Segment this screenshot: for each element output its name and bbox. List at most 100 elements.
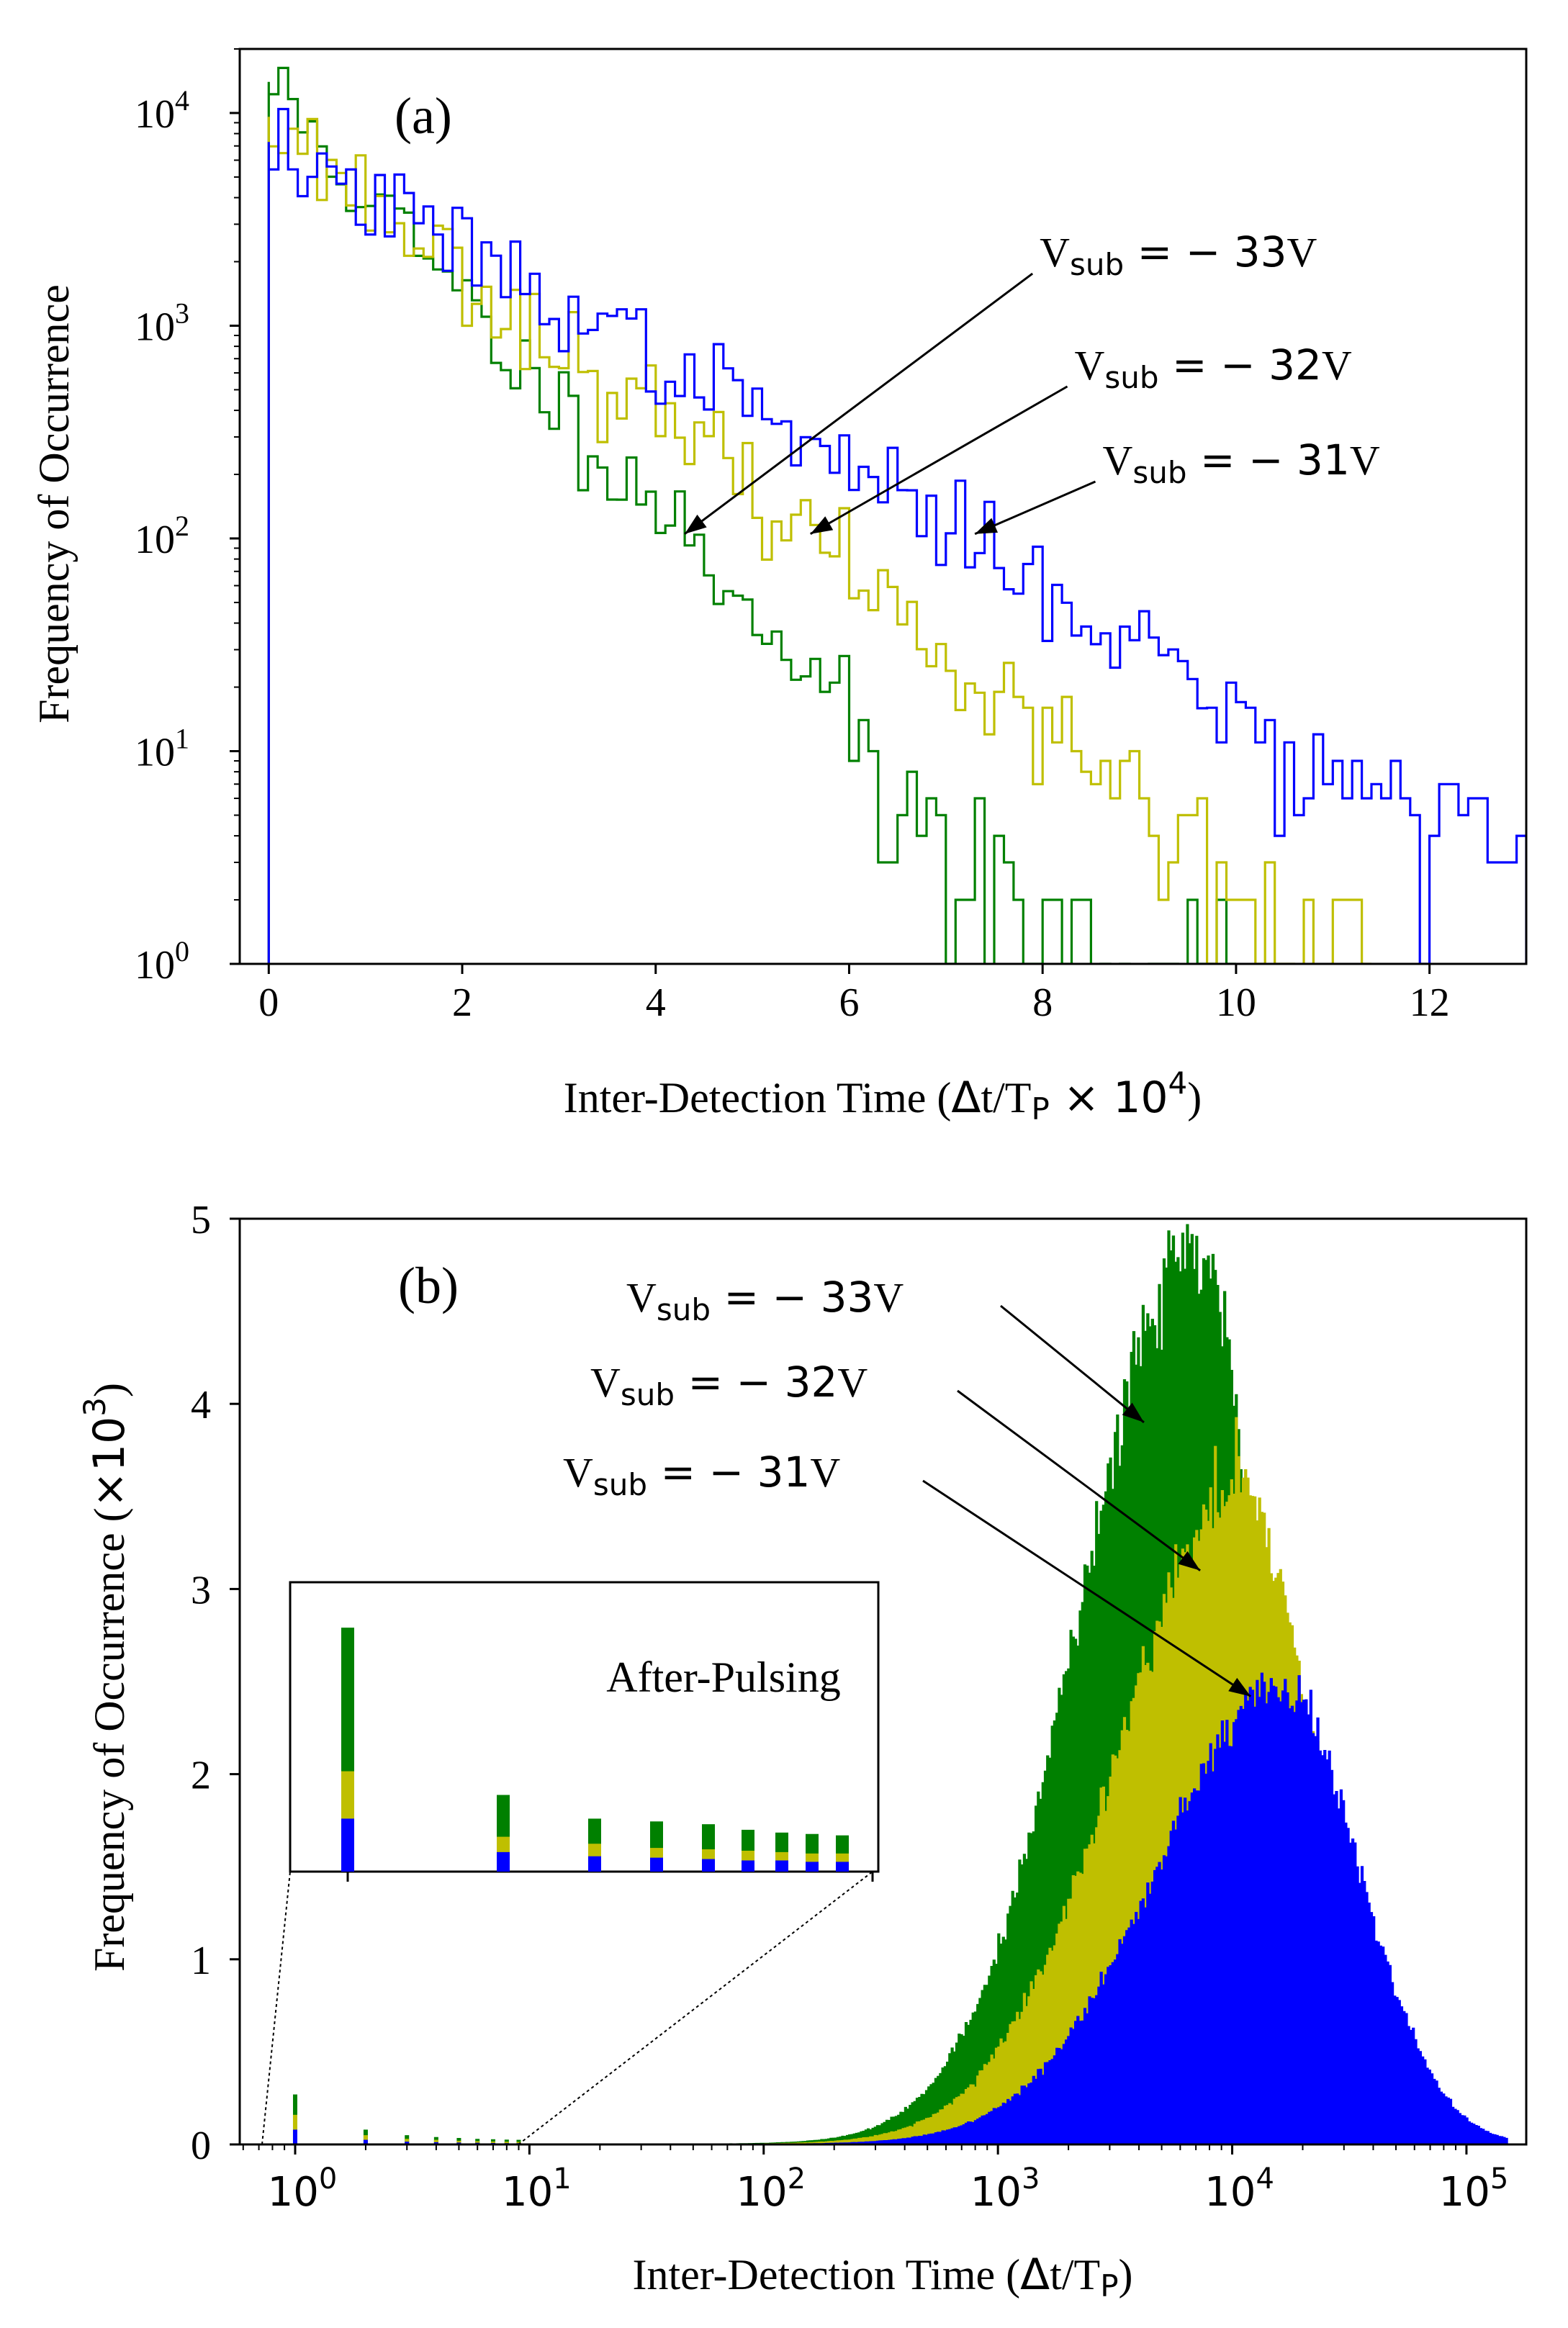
- panel-b-ylabel-times: ×10: [84, 1417, 135, 1508]
- panel-b-annotation-1-eq: = − 32: [675, 1358, 837, 1407]
- panel-b-ylabel-sup: 3: [77, 1397, 112, 1417]
- panel-b-annotation-1-base: V: [590, 1359, 621, 1406]
- panel-a-annotation-0: Vsub = − 33V: [1040, 227, 1317, 282]
- panel-a-ytick-label-3-exp: 3: [175, 297, 189, 329]
- panel-a-xlabel-t: t/T: [981, 1074, 1031, 1122]
- panel-b-xtick-label-3-base: 10: [970, 2169, 1022, 2216]
- panel-b-xtick-label-1-base: 10: [502, 2169, 553, 2216]
- panel-b-annotation-1-sub: sub: [621, 1377, 675, 1412]
- panel-a-annotation-1: Vsub = − 32V: [1075, 340, 1352, 395]
- panel-b-xtick-label-2: 102: [736, 2162, 806, 2216]
- panel-b-annotation-arrow-1-line: [957, 1389, 1201, 1571]
- panel-a-xtick-label-2: 4: [646, 980, 666, 1025]
- panel-b-xtick-label-4-exp: 4: [1256, 2162, 1274, 2196]
- panel-a-xtick-label-1: 2: [452, 980, 472, 1025]
- panel-b-annotation-1-unit: V: [837, 1359, 868, 1406]
- panel-a-annotation-2: Vsub = − 31V: [1102, 436, 1379, 490]
- panel-b-y-axis-label: Frequency of Occurrence (×103): [77, 1383, 135, 1972]
- panel-a-ytick-label-2-base: 10: [135, 518, 175, 562]
- panel-a-xlabel-delta: Δ: [951, 1073, 981, 1123]
- panel-a-ytick-label-1: 101: [135, 722, 189, 775]
- panel-a-series-group: [267, 66, 1526, 964]
- panel-a-ytick-label-2: 102: [135, 510, 189, 562]
- inset-bar-5-blue: [742, 1860, 754, 1872]
- panel-a-ytick-label-0-base: 10: [135, 943, 175, 988]
- panel-b-xtick-label-1-exp: 1: [553, 2162, 571, 2196]
- inset-bar-1-blue: [497, 1851, 510, 1872]
- panel-a-annotation-arrow-0-line: [684, 272, 1034, 535]
- panel-a-xtick-label-6: 12: [1410, 980, 1450, 1025]
- afterpulse-spike-1-blue: [363, 2139, 368, 2144]
- panel-b-annotation-0-base: V: [626, 1274, 657, 1321]
- panel-b-annotation-2-sub: sub: [593, 1467, 647, 1502]
- afterpulse-spike-3-blue: [433, 2142, 438, 2144]
- panel-b-ytick-label-1: 1: [191, 1939, 211, 1983]
- panel-a-ytick-label-4: 104: [135, 84, 189, 137]
- panel-a-annotation-arrow-0-head: [685, 514, 707, 534]
- inset-bar-3-blue: [650, 1857, 663, 1872]
- panel-b-annotation-0: Vsub = − 33V: [626, 1273, 904, 1327]
- panel-b-xtick-label-2-base: 10: [736, 2169, 787, 2216]
- panel-b-ytick-label-2: 2: [191, 1754, 211, 1798]
- panel-a-annotation-1-eq: = − 32: [1159, 340, 1322, 389]
- panel-a-annotation-arrow-1-head: [810, 516, 834, 534]
- inset-bar-7-blue: [806, 1862, 819, 1872]
- panel-a-y-axis-label: Frequency of Occurrence: [30, 284, 78, 723]
- panel-b-xtick-label-4: 104: [1204, 2162, 1274, 2216]
- panel-a-ytick-label-0-exp: 0: [175, 935, 189, 967]
- panel-a-xlabel-times: × 10: [1050, 1073, 1168, 1123]
- afterpulse-spike-1-yellow: [363, 2135, 368, 2144]
- panel-a-series-1: [267, 117, 1371, 964]
- panel-a-xtick-label-4: 8: [1032, 980, 1053, 1025]
- panel-a-ytick-label-3-base: 10: [135, 304, 175, 349]
- panel-b-annotation-2-eq: = − 31: [647, 1448, 810, 1497]
- panel-b-annotation-2: Vsub = − 31V: [563, 1448, 840, 1502]
- panel-b-ylabel-pre: Frequency of Occurrence (: [86, 1507, 133, 1972]
- panel-a-annotation-1-unit: V: [1322, 342, 1352, 389]
- panel-b-xlabel-sub: P: [1100, 2268, 1118, 2304]
- panel-b-label: (b): [398, 1257, 459, 1314]
- panel-a-xlabel-sub: P: [1031, 1091, 1049, 1127]
- panel-a-xlabel-sup: 4: [1168, 1065, 1188, 1101]
- panel-a-annotation-2-eq: = − 31: [1187, 436, 1350, 484]
- inset-bar-2-blue: [588, 1856, 601, 1872]
- panel-a-ytick-label-0: 100: [135, 935, 189, 988]
- panel-a-ytick-label-3: 103: [135, 297, 189, 349]
- panel-a-xtick-label-5: 10: [1216, 980, 1256, 1025]
- panel-b-x-axis-label: Inter-Detection Time (Δt/TP): [632, 2250, 1132, 2304]
- panel-a-series-2: [267, 107, 1526, 964]
- panel-b-xtick-label-0-base: 10: [268, 2169, 319, 2216]
- panel-b-annotation-arrow-1-head: [1178, 1551, 1201, 1571]
- panel-b-annotation-arrow-0-line: [1000, 1304, 1145, 1424]
- panel-a-ytick-label-1-exp: 1: [175, 722, 189, 754]
- afterpulse-spike-0-blue: [292, 2129, 297, 2144]
- panel-a-annotation-0-sub: sub: [1070, 247, 1124, 282]
- panel-b-frame: [238, 1217, 1528, 2146]
- panel-a-ytick-label-4-base: 10: [135, 92, 175, 137]
- panel-b-xlabel-post: ): [1119, 2251, 1133, 2298]
- panel-b-ytick-label-3: 3: [191, 1568, 211, 1612]
- afterpulse-spike-3-yellow: [433, 2139, 438, 2144]
- panel-b-xlabel-delta: Δ: [1020, 2250, 1050, 2300]
- afterpulse-spike-0-yellow: [292, 2114, 297, 2144]
- inset-bar-4-blue: [702, 1859, 715, 1872]
- panel-b-annotation-2-base: V: [563, 1449, 593, 1496]
- inset-bar-8-blue: [836, 1862, 849, 1872]
- panel-a-ytick-label-1-base: 10: [135, 730, 175, 775]
- inset-frame: [289, 1581, 880, 1873]
- panel-b-annotation-1: Vsub = − 32V: [590, 1358, 868, 1412]
- panel-a-annotation-0-eq: = − 33: [1124, 227, 1287, 276]
- panel-a-annotation-0-base: V: [1040, 229, 1070, 276]
- afterpulse-spike-5-yellow: [475, 2141, 480, 2144]
- panel-b-ytick-label-4: 4: [191, 1383, 211, 1427]
- panel-b-xtick-label-3-exp: 3: [1022, 2162, 1040, 2196]
- panel-b-xtick-label-0: 100: [268, 2162, 338, 2216]
- panel-b-annotation-2-unit: V: [810, 1449, 840, 1496]
- panel-b-annotation-arrow-0-head: [1122, 1402, 1144, 1422]
- inset-label: After-Pulsing: [606, 1653, 840, 1701]
